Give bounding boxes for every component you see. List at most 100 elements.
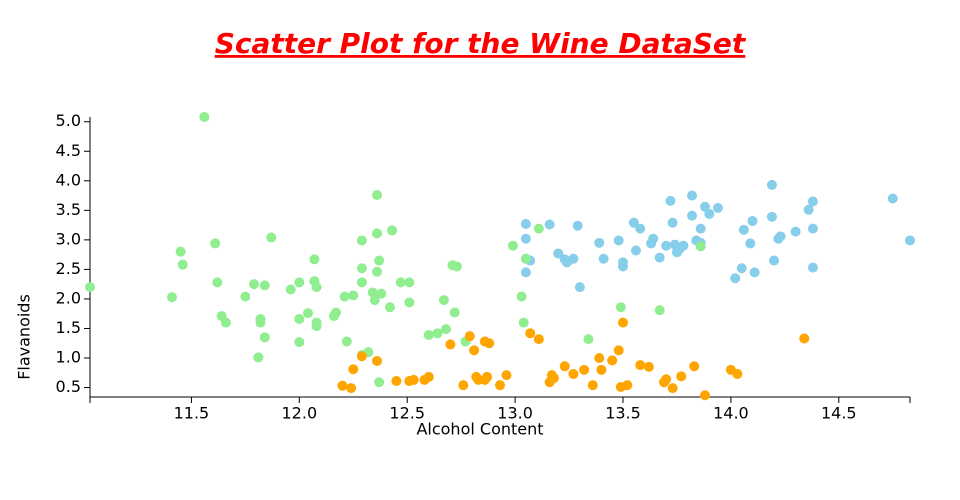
point	[495, 380, 505, 391]
point	[438, 295, 449, 306]
point	[395, 277, 406, 288]
point	[469, 345, 480, 356]
point	[372, 266, 382, 277]
point	[665, 195, 676, 206]
point	[501, 370, 512, 381]
point	[384, 302, 395, 313]
point	[790, 226, 801, 237]
point	[799, 333, 810, 344]
point	[905, 235, 915, 246]
point	[294, 314, 305, 325]
point	[704, 208, 715, 219]
point	[648, 233, 659, 244]
point	[441, 324, 452, 335]
point	[507, 240, 518, 251]
point	[700, 390, 710, 401]
x-tick-label: 14.5	[821, 404, 857, 423]
point	[404, 277, 415, 288]
x-tick-label: 13.5	[605, 404, 641, 423]
x-tick-label: 14.0	[713, 404, 749, 423]
point	[661, 240, 672, 251]
point	[175, 246, 186, 257]
y-tick-label: 1.5	[56, 318, 81, 337]
point	[331, 307, 341, 318]
point	[458, 380, 469, 391]
point	[356, 351, 367, 362]
point	[356, 263, 367, 274]
y-tick-label: 4.5	[56, 141, 81, 160]
point	[596, 364, 607, 375]
point	[568, 253, 579, 264]
point	[745, 238, 756, 249]
point	[199, 112, 210, 122]
point	[520, 218, 531, 229]
point	[583, 334, 594, 345]
point	[654, 252, 665, 263]
y-tick-label: 3.5	[56, 200, 81, 219]
point	[520, 233, 531, 244]
point	[449, 307, 460, 318]
x-tick-label: 12.0	[282, 404, 318, 423]
y-tick-label: 1.0	[56, 348, 81, 367]
point	[367, 287, 378, 298]
point	[253, 352, 264, 363]
point	[408, 374, 419, 385]
point	[807, 223, 818, 234]
point	[346, 383, 357, 394]
point	[807, 196, 818, 207]
point	[594, 237, 605, 248]
point	[404, 297, 415, 308]
point	[615, 302, 626, 313]
point	[294, 277, 305, 288]
point	[613, 345, 624, 356]
point	[568, 368, 579, 379]
point	[766, 211, 777, 222]
point	[749, 267, 760, 278]
point	[667, 217, 678, 228]
point	[525, 328, 536, 339]
point	[387, 225, 398, 236]
point	[572, 220, 583, 231]
point	[533, 223, 544, 234]
y-tick-label: 0.5	[56, 377, 81, 396]
point	[376, 288, 387, 299]
point	[372, 228, 382, 239]
point	[654, 305, 665, 316]
y-tick-label: 2.0	[56, 288, 81, 307]
point	[311, 282, 322, 293]
y-tick-label: 5.0	[56, 111, 81, 130]
y-tick-label: 2.5	[56, 259, 81, 278]
point	[635, 223, 646, 234]
point	[630, 245, 641, 256]
point	[738, 224, 749, 235]
x-tick-label: 12.5	[389, 404, 425, 423]
point	[628, 217, 639, 228]
point	[533, 334, 544, 345]
point	[775, 231, 786, 242]
point	[635, 360, 646, 371]
point	[559, 361, 570, 372]
point	[518, 317, 529, 328]
point	[678, 240, 689, 251]
point	[587, 380, 598, 391]
point	[445, 339, 456, 350]
point	[747, 215, 758, 226]
point	[544, 219, 555, 230]
point	[356, 277, 367, 288]
point	[309, 254, 320, 265]
point	[712, 202, 723, 213]
point	[482, 371, 493, 382]
point	[259, 280, 270, 291]
point	[311, 321, 322, 332]
point	[579, 364, 590, 375]
point	[167, 292, 177, 303]
point	[548, 373, 559, 384]
point	[451, 261, 462, 272]
point	[730, 273, 741, 284]
x-axis-label: Alcohol Content	[416, 420, 543, 439]
point	[391, 376, 402, 387]
point	[356, 235, 367, 246]
point	[520, 267, 531, 278]
y-tick-label: 4.0	[56, 170, 81, 189]
